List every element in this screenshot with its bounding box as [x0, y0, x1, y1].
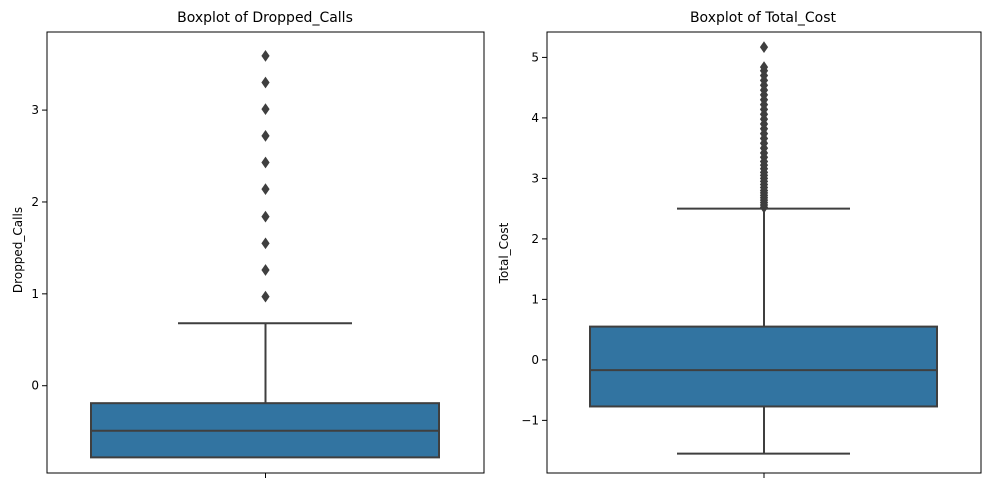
total-cost-y-axis-label: Total_Cost	[497, 222, 511, 284]
dropped-calls-outlier-point	[261, 129, 270, 142]
total-cost-plot-frame	[546, 31, 982, 474]
dropped-calls-outlier-point	[261, 183, 270, 195]
dropped-calls-y-axis-label: Dropped_Calls	[11, 207, 25, 293]
dropped-calls-title: Boxplot of Dropped_Calls	[177, 10, 353, 26]
dropped-calls-outlier-point	[261, 290, 270, 303]
total-cost-y-tick-label: −1	[521, 413, 539, 427]
dropped-calls-outlier-point	[261, 103, 270, 116]
dropped-calls-plot-frame	[46, 31, 485, 474]
dropped-calls-outlier-point	[261, 76, 270, 89]
dropped-calls-outlier-point	[261, 156, 270, 169]
dropped-calls-y-tick-label: 1	[31, 287, 39, 301]
total-cost-title: Boxplot of Total_Cost	[690, 10, 837, 26]
total-cost-y-axis: −1 0 1 2 3 4 5	[521, 50, 765, 478]
total-cost-outlier-point	[759, 61, 769, 73]
dropped-calls-marks	[90, 50, 440, 459]
dropped-calls-outlier-point	[261, 237, 270, 250]
total-cost-iqr-box	[589, 325, 938, 408]
dropped-calls-y-tick-label: 2	[31, 195, 39, 209]
dropped-calls-outlier-point	[261, 210, 270, 223]
total-cost-y-tick-label: 4	[531, 111, 539, 125]
total-cost-y-tick-label: 3	[531, 171, 539, 185]
dropped-calls-y-tick-label: 0	[31, 379, 39, 393]
total-cost-boxplot-panel: Boxplot of Total_Cost Total_Cost −1 0 1 2 3 4…	[497, 10, 982, 478]
dropped-calls-boxplot-panel: Boxplot of Dropped_Calls Dropped_Calls 0…	[11, 10, 485, 478]
dropped-calls-outlier-point	[261, 264, 270, 276]
total-cost-y-tick-label: 5	[531, 50, 539, 64]
total-cost-outlier-point	[759, 41, 769, 53]
total-cost-y-tick-label: 0	[531, 353, 539, 367]
total-cost-marks	[589, 41, 938, 455]
dropped-calls-outlier-point	[261, 50, 270, 62]
total-cost-y-tick-label: 2	[531, 232, 539, 246]
dropped-calls-y-axis: 0 1 2 3	[31, 103, 266, 478]
dropped-calls-y-tick-label: 3	[31, 103, 39, 117]
total-cost-y-tick-label: 1	[531, 292, 539, 306]
